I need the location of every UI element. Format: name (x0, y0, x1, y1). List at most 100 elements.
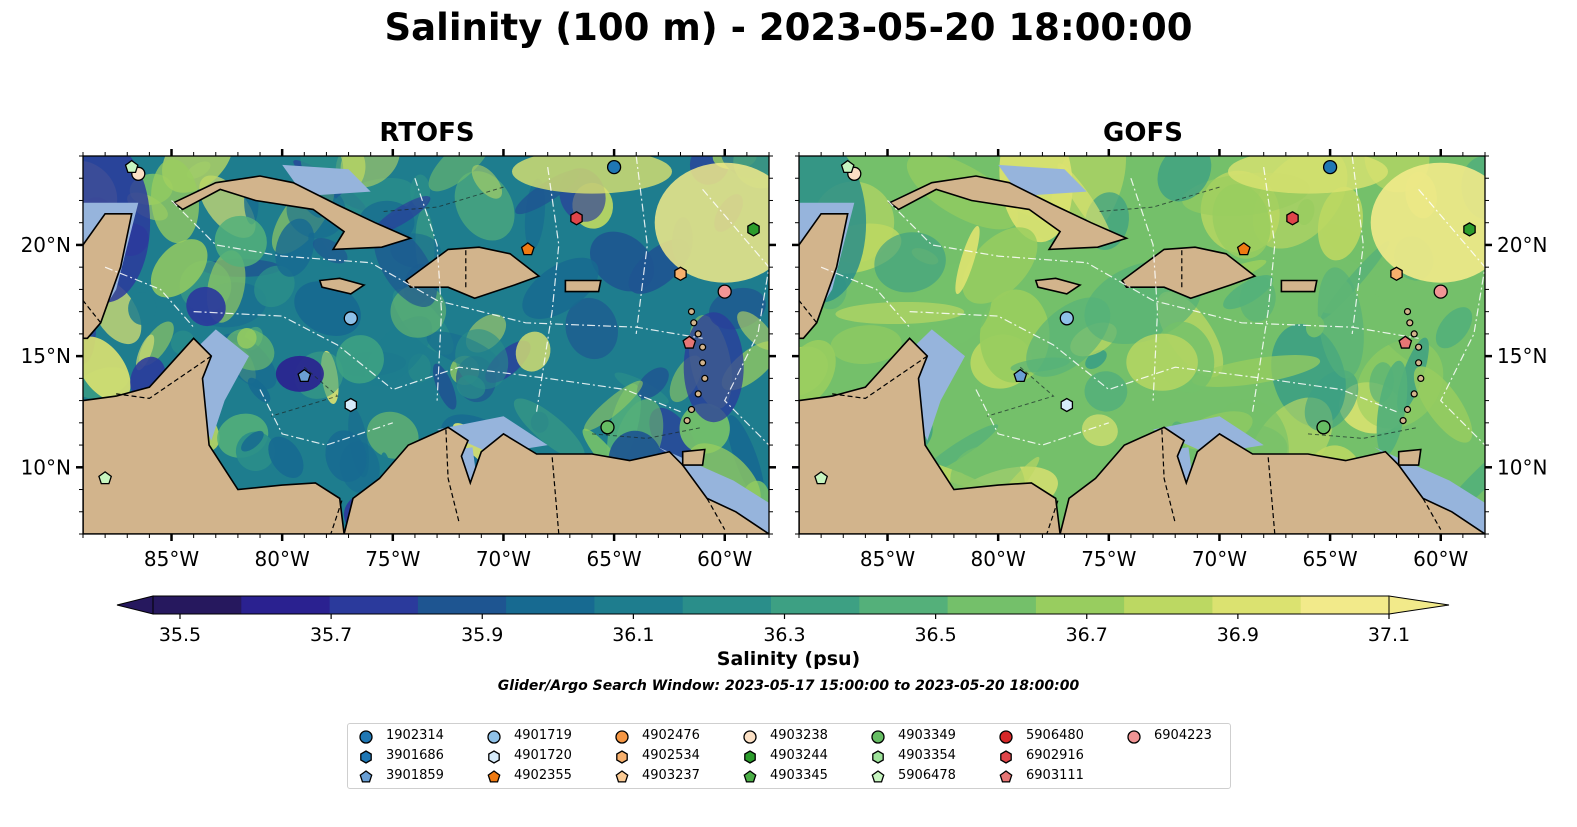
legend-label: 4902355 (514, 768, 572, 783)
colorbar-tick-label: 35.9 (461, 624, 503, 646)
colorbar-tick-label: 36.7 (1066, 624, 1108, 646)
legend-label: 4902476 (642, 728, 700, 743)
float-marker-extra-0[interactable] (674, 266, 687, 282)
float-marker-4903244[interactable] (1463, 222, 1476, 237)
colorbar-segment (417, 596, 507, 614)
lat-tick-label: 20°N (1497, 233, 1547, 257)
hexagon-marker-icon (488, 750, 500, 764)
legend-label: 4903238 (770, 728, 828, 743)
land-mass (83, 212, 133, 340)
hexagon-marker-icon (872, 750, 884, 764)
land-mass (172, 175, 413, 251)
float-marker-4901720[interactable] (344, 397, 358, 413)
float-marker-6904223[interactable] (717, 284, 732, 299)
colorbar-tick-label: 35.7 (310, 624, 352, 646)
legend-marker-4902355 (487, 770, 501, 783)
float-marker-1902314[interactable] (606, 159, 622, 175)
float-marker-4901720[interactable] (1060, 397, 1074, 413)
legend-label: 4902534 (642, 748, 700, 763)
colorbar-segment (1124, 596, 1213, 614)
map-panel-rtofs[interactable]: 85°W 80°W 75°W 70°W 65°W 60°W 20°N 15°N 10°N (21, 108, 795, 571)
lat-tick-label: 15°N (21, 344, 71, 368)
float-marker-6902916[interactable] (570, 211, 583, 226)
legend-label: 3901859 (386, 768, 444, 783)
circle-marker-icon (871, 730, 885, 744)
float-marker-extra-1[interactable] (840, 159, 855, 174)
legend-marker-6902916 (1000, 750, 1012, 764)
land-mass (1034, 277, 1082, 295)
pentagon-marker-icon (999, 770, 1013, 783)
lon-tick-label: 75°W (1081, 547, 1136, 571)
lon-tick-label: 80°W (255, 547, 310, 571)
lat-tick-label: 15°N (1497, 344, 1547, 368)
colorbar-tick-label: 36.9 (1217, 624, 1259, 646)
lon-tick-label: 60°W (697, 547, 752, 571)
float-marker-extra-1[interactable] (124, 159, 139, 174)
float-marker-3901859[interactable] (297, 368, 312, 383)
legend-label: 4903354 (898, 748, 956, 763)
float-marker-6903111[interactable] (682, 335, 697, 349)
land-mass (405, 246, 541, 300)
land-mass (1121, 246, 1257, 300)
legend-label: 4901719 (514, 728, 572, 743)
colorbar-segment (594, 596, 684, 614)
legend-label: 6902916 (1026, 748, 1084, 763)
legend-marker-1902314 (359, 730, 373, 744)
legend-marker-5906480 (999, 730, 1013, 744)
float-marker-4902355[interactable] (1236, 242, 1251, 256)
hexagon-marker-icon (1000, 750, 1012, 764)
pentagon-marker-icon (615, 770, 629, 783)
land-mass (1280, 279, 1318, 293)
legend-marker-4902476 (615, 730, 629, 744)
land-mass (681, 448, 706, 466)
legend-label: 3901686 (386, 748, 444, 763)
pentagon-marker-icon (487, 770, 501, 783)
search-window-note: Glider/Argo Search Window: 2023-05-17 15… (497, 678, 1080, 694)
legend-label: 5906478 (898, 768, 956, 783)
land-mass (83, 337, 345, 534)
hexagon-marker-icon (616, 750, 628, 764)
lat-tick-label: 20°N (21, 233, 71, 257)
float-marker-4903244[interactable] (747, 222, 760, 237)
figure-title: Salinity (100 m) - 2023-05-20 18:00:00 (384, 6, 1193, 49)
legend-marker-4903349 (871, 730, 885, 744)
float-marker-4902355[interactable] (520, 242, 535, 256)
legend-marker-4901719 (487, 730, 501, 744)
legend-marker-4901720 (488, 750, 500, 764)
lon-tick-label: 65°W (586, 547, 641, 571)
legend-marker-4903354 (872, 750, 884, 764)
float-marker-1902314[interactable] (1322, 159, 1338, 175)
float-marker-6904223[interactable] (1433, 284, 1448, 299)
colorbar-segment (947, 596, 1037, 614)
legend-label: 4903345 (770, 768, 828, 783)
circle-marker-icon (359, 730, 373, 744)
colorbar-tick-label: 35.5 (159, 624, 201, 646)
lat-tick-label: 10°N (1497, 455, 1547, 479)
colorbar-tick-label: 36.5 (914, 624, 956, 646)
float-legend: 1902314 3901686 3901859 4901719 4901720 49023… (347, 723, 1231, 789)
float-marker-5906478[interactable] (98, 471, 113, 485)
colorbar: 35.5 35.7 35.9 36.1 36.3 36.5 36.7 36.9 37.1 (116, 595, 1450, 646)
colorbar-segment (1300, 596, 1390, 614)
legend-marker-3901686 (360, 750, 372, 764)
float-marker-4901719[interactable] (343, 311, 358, 326)
float-marker-4903349[interactable] (1316, 420, 1331, 435)
legend-label: 4903244 (770, 748, 828, 763)
pentagon-marker-icon (743, 770, 757, 783)
pentagon-marker-icon (359, 770, 373, 783)
legend-marker-3901859 (359, 770, 373, 783)
map-panel-gofs[interactable]: 85°W 80°W 75°W 70°W 65°W 60°W 20°N 15°N 10°N (747, 111, 1547, 579)
float-marker-4903349[interactable] (600, 420, 615, 435)
float-marker-3901859[interactable] (1013, 368, 1028, 383)
lon-tick-label: 85°W (860, 547, 915, 571)
legend-marker-5906478 (871, 770, 885, 783)
legend-label: 4903349 (898, 728, 956, 743)
legend-marker-6904223 (1127, 730, 1141, 744)
lon-tick-label: 70°W (1192, 547, 1247, 571)
float-marker-4901719[interactable] (1059, 311, 1074, 326)
float-marker-5906478[interactable] (814, 471, 829, 485)
float-marker-extra-0[interactable] (1390, 266, 1403, 282)
float-marker-6902916[interactable] (1286, 211, 1299, 226)
float-marker-6903111[interactable] (1398, 335, 1413, 349)
